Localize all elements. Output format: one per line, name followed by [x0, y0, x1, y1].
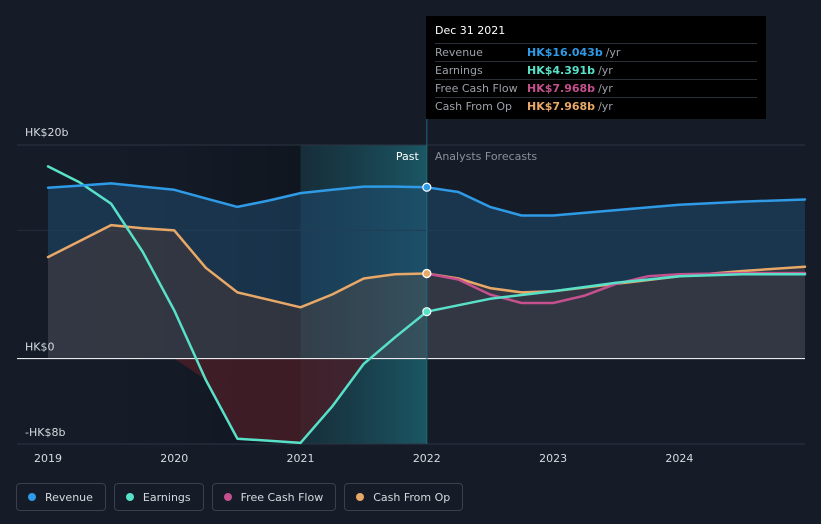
tooltip-row-earnings: Earnings HK$4.391b /yr — [435, 61, 757, 79]
legend: Revenue Earnings Free Cash Flow Cash Fro… — [16, 483, 464, 511]
tooltip-label: Cash From Op — [435, 100, 513, 113]
tooltip-label: Revenue — [435, 46, 483, 59]
marker-cash-from-op — [422, 268, 432, 279]
y-axis-label: -HK$8b — [25, 426, 65, 439]
series-line-free-cash-flow — [425, 271, 807, 305]
legend-label: Cash From Op — [373, 490, 451, 504]
x-axis-label: 2022 — [413, 452, 441, 465]
chart-canvas: HK$20b HK$0 -HK$8b 2019 2020 2021 2022 2023 2024… — [17, 16, 807, 465]
tooltip-row-free-cash-flow: Free Cash Flow HK$7.968b /yr — [435, 79, 757, 97]
series-line-revenue — [46, 182, 807, 217]
tooltip-date: Dec 31 2021 — [435, 24, 506, 37]
x-axis-label: 2019 — [34, 452, 62, 465]
legend-label: Free Cash Flow — [240, 490, 324, 504]
earnings-dot-icon — [125, 493, 134, 501]
tooltip-label: Free Cash Flow — [435, 82, 518, 95]
cash-from-op-dot-icon — [356, 493, 365, 501]
tooltip-row-revenue: Revenue HK$16.043b /yr — [435, 43, 757, 61]
x-axis-label: 2021 — [287, 452, 315, 465]
series-line-earnings — [46, 165, 807, 445]
tooltip: Dec 31 2021 Revenue HK$16.043b /yr Earni… — [426, 16, 766, 119]
free-cash-flow-dot-icon — [223, 493, 232, 501]
y-axis-label: HK$0 — [25, 341, 54, 354]
tooltip-value: HK$4.391b — [527, 64, 596, 77]
legend-item-cash-from-op[interactable]: Cash From Op — [344, 483, 464, 511]
tooltip-row-cash-from-op: Cash From Op HK$7.968b /yr — [435, 97, 757, 115]
legend-label: Earnings — [142, 490, 191, 504]
tooltip-value: HK$16.043b — [527, 46, 603, 59]
marker-earnings — [422, 307, 432, 317]
marker-revenue — [422, 182, 432, 192]
x-axis-label: 2024 — [665, 452, 693, 465]
legend-item-earnings[interactable]: Earnings — [113, 483, 204, 511]
past-label: Past — [396, 150, 420, 163]
y-axis-label: HK$20b — [25, 126, 68, 139]
legend-item-free-cash-flow[interactable]: Free Cash Flow — [211, 483, 337, 511]
legend-label: Revenue — [45, 490, 93, 504]
x-axis-label: 2020 — [160, 452, 188, 465]
forecast-label: Analysts Forecasts — [435, 150, 538, 163]
tooltip-unit: /yr — [605, 46, 621, 59]
x-axis-label: 2023 — [539, 452, 567, 465]
legend-item-revenue[interactable]: Revenue — [16, 483, 106, 511]
tooltip-label: Earnings — [435, 64, 483, 77]
negative-earnings-area — [174, 358, 364, 443]
tooltip-unit: /yr — [598, 64, 613, 77]
tooltip-value: HK$7.968b — [527, 100, 596, 113]
tooltip-unit: /yr — [598, 82, 613, 95]
tooltip-value: HK$7.968b — [527, 82, 596, 95]
tooltip-unit: /yr — [598, 100, 613, 113]
revenue-dot-icon — [28, 493, 36, 501]
